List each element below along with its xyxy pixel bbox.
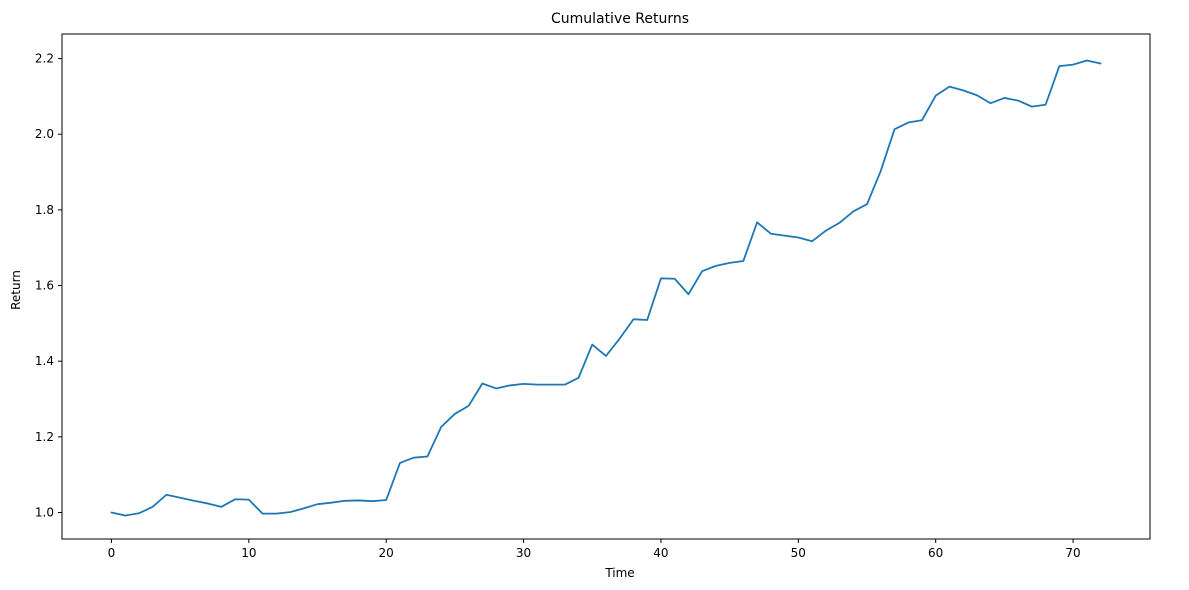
plot-frame [61, 33, 1151, 540]
x-tick-label: 40 [653, 546, 668, 560]
y-tick-label: 2.0 [35, 127, 54, 141]
x-axis: 0 10 20 30 40 50 60 70 [108, 539, 1081, 560]
x-tick-label: 0 [108, 546, 116, 560]
x-tick-label: 60 [928, 546, 943, 560]
y-tick-label: 2.2 [35, 52, 54, 66]
y-tick-label: 1.2 [35, 430, 54, 444]
x-tick-label: 30 [516, 546, 531, 560]
y-axis-label: Return [9, 270, 23, 310]
plot-area [61, 33, 1151, 540]
y-axis: 1.0 1.2 1.4 1.6 1.8 2.0 2.2 [35, 52, 62, 520]
x-tick-label: 10 [241, 546, 256, 560]
x-tick-label: 20 [379, 546, 394, 560]
chart-title: Cumulative Returns [551, 11, 689, 27]
y-tick-label: 1.0 [35, 506, 54, 520]
series-line [110, 59, 1102, 517]
x-tick-label: 70 [1065, 546, 1080, 560]
y-tick-label: 1.8 [35, 203, 54, 217]
x-tick-label: 50 [791, 546, 806, 560]
x-axis-label: Time [604, 566, 634, 580]
y-tick-label: 1.6 [35, 279, 54, 293]
y-tick-label: 1.4 [35, 354, 54, 368]
